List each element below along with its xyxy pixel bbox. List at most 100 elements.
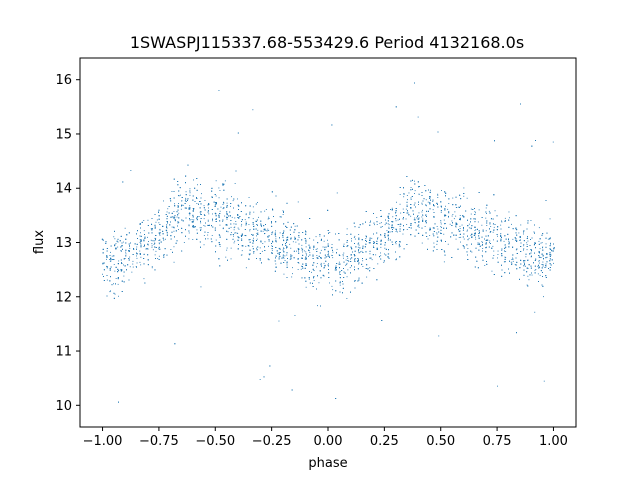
data-point	[509, 241, 510, 243]
data-point	[471, 233, 473, 235]
data-point	[166, 232, 168, 234]
data-point	[456, 207, 458, 208]
data-point	[200, 246, 201, 248]
data-point	[257, 232, 259, 234]
data-point	[418, 221, 420, 223]
data-point	[163, 239, 165, 241]
data-point	[448, 203, 450, 204]
data-point	[150, 228, 152, 230]
data-point	[380, 240, 382, 242]
data-point	[486, 225, 488, 226]
data-point	[204, 200, 206, 201]
data-point	[117, 277, 119, 278]
data-point	[292, 273, 293, 275]
data-point	[176, 240, 178, 242]
data-point	[211, 196, 213, 198]
data-point	[293, 223, 295, 225]
data-point	[263, 225, 265, 227]
data-point	[204, 215, 206, 216]
data-point	[475, 238, 477, 240]
data-point	[519, 240, 521, 241]
data-point	[241, 250, 243, 252]
data-point	[526, 244, 528, 245]
data-point	[282, 214, 284, 215]
data-point	[351, 265, 352, 267]
data-point	[508, 241, 510, 243]
data-point	[352, 251, 353, 253]
data-point	[271, 222, 272, 224]
data-point	[395, 218, 397, 220]
data-point	[181, 227, 183, 229]
data-point	[492, 245, 494, 247]
data-point	[267, 258, 269, 260]
data-point	[174, 203, 175, 205]
data-point	[114, 238, 116, 240]
data-point	[528, 279, 530, 281]
data-point	[388, 231, 389, 233]
data-point	[361, 263, 363, 265]
data-point	[424, 185, 426, 186]
data-point	[129, 256, 131, 258]
data-point	[159, 229, 161, 231]
data-point	[426, 210, 428, 212]
data-point	[212, 196, 213, 198]
data-point	[282, 236, 284, 238]
data-point	[264, 241, 266, 243]
data-point	[365, 238, 367, 240]
data-point	[113, 255, 115, 257]
data-point	[542, 272, 543, 273]
data-point	[302, 232, 304, 233]
data-point	[319, 252, 321, 254]
data-point	[264, 250, 266, 251]
data-point	[342, 292, 343, 294]
data-point	[203, 225, 205, 226]
data-point	[456, 223, 458, 225]
data-point	[427, 201, 429, 203]
data-point	[328, 265, 329, 267]
data-point	[351, 240, 352, 242]
data-point	[125, 251, 127, 253]
data-point	[540, 257, 542, 258]
data-point	[481, 217, 483, 218]
data-point	[304, 238, 306, 239]
data-point	[219, 213, 220, 214]
data-point	[418, 193, 420, 195]
data-point	[158, 209, 160, 211]
data-point	[462, 236, 464, 238]
data-point	[151, 228, 153, 230]
data-point	[369, 267, 371, 269]
data-point	[305, 264, 306, 266]
data-point	[342, 254, 344, 256]
data-point	[387, 234, 389, 236]
data-point	[128, 232, 130, 234]
data-point	[358, 258, 359, 260]
data-point	[438, 335, 440, 337]
data-point	[187, 164, 189, 166]
data-point	[530, 256, 532, 258]
data-point	[519, 237, 521, 238]
data-point	[358, 250, 359, 252]
data-point	[275, 255, 277, 257]
data-point	[534, 224, 535, 226]
data-point	[534, 269, 536, 271]
data-point	[271, 252, 272, 254]
data-point	[238, 228, 240, 230]
data-point	[369, 257, 371, 259]
data-point	[273, 216, 274, 217]
data-point	[399, 245, 401, 247]
data-point	[290, 237, 292, 239]
data-point	[268, 239, 270, 240]
data-point	[212, 226, 214, 228]
data-point	[373, 222, 375, 224]
data-point	[410, 204, 412, 205]
data-point	[397, 224, 399, 225]
data-point	[545, 275, 547, 277]
data-point	[470, 234, 472, 236]
data-point	[255, 203, 257, 205]
data-point	[151, 245, 153, 247]
data-point	[362, 252, 364, 253]
data-point	[174, 219, 176, 221]
data-point	[399, 203, 401, 205]
data-point	[302, 267, 304, 269]
data-point	[192, 239, 194, 240]
